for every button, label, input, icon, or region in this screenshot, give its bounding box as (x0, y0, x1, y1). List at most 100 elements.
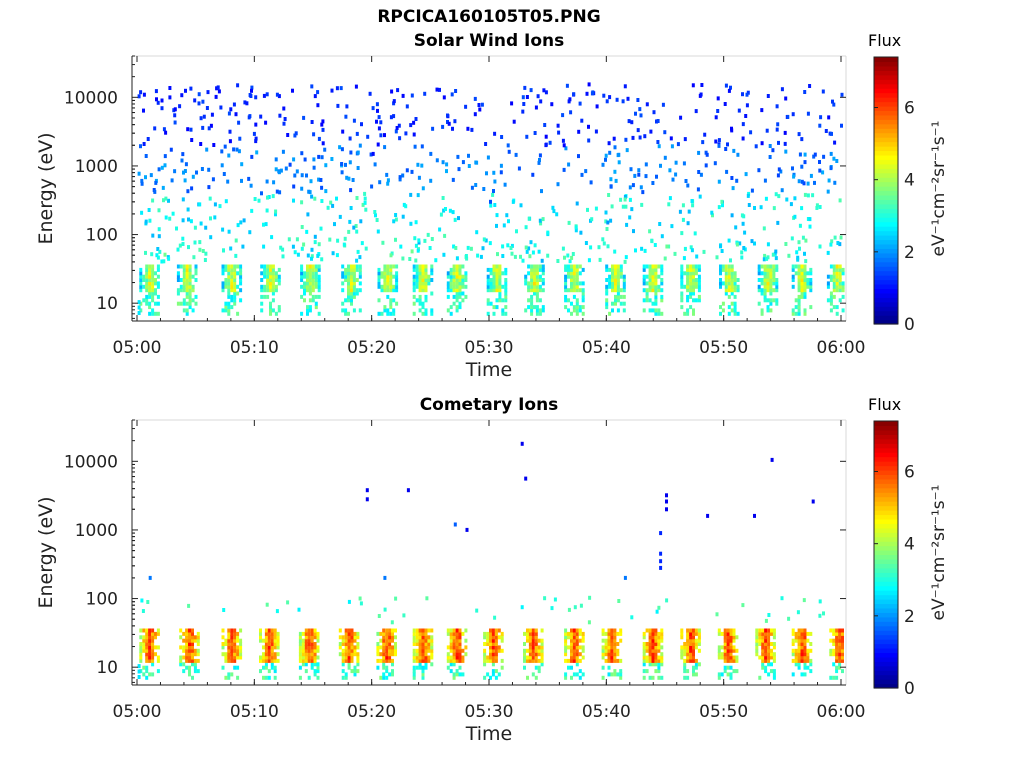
heatmap-cell (179, 655, 183, 660)
heatmap-cell (421, 628, 425, 633)
heatmap-cell (841, 308, 845, 313)
heatmap-cell (389, 253, 393, 258)
heatmap-cell (377, 311, 381, 316)
heatmap-cell (724, 83, 728, 88)
heatmap-cell (622, 274, 626, 279)
heatmap-cell (530, 301, 534, 306)
colorbar-segment (874, 630, 898, 636)
heatmap-cell (838, 242, 842, 247)
heatmap-cell (262, 652, 265, 657)
heatmap-cell (254, 136, 258, 141)
heatmap-cell (809, 288, 813, 293)
heatmap-cell (802, 181, 806, 186)
heatmap-cell (380, 311, 384, 316)
heatmap-cell (292, 184, 296, 189)
heatmap-cell (609, 184, 613, 189)
heatmap-cell (448, 208, 452, 213)
colorbar-segment (874, 199, 898, 205)
heatmap-cell (604, 219, 608, 224)
heatmap-cell (535, 267, 539, 272)
heatmap-cell (719, 264, 722, 269)
heatmap-cell (654, 648, 658, 653)
heatmap-cell (224, 308, 228, 313)
heatmap-cell (797, 655, 801, 660)
heatmap-cell (578, 652, 582, 657)
heatmap-cell (541, 278, 545, 282)
heatmap-cell (408, 257, 412, 261)
heatmap-cell (726, 672, 730, 677)
heatmap-cell (832, 284, 836, 289)
heatmap-cell (377, 115, 381, 120)
heatmap-cell (800, 264, 804, 269)
heatmap-cell (144, 175, 147, 180)
heatmap-cell (195, 170, 198, 175)
heatmap-cell (610, 645, 614, 650)
heatmap-cell (721, 301, 725, 306)
heatmap-cell (145, 281, 149, 286)
heatmap-cell (570, 635, 573, 640)
heatmap-cell (581, 298, 585, 303)
heatmap-cell (504, 298, 508, 303)
heatmap-cell (796, 257, 800, 262)
heatmap-cell (392, 99, 396, 104)
heatmap-cell (237, 149, 241, 154)
heatmap-cell (792, 174, 796, 179)
heatmap-cell (492, 189, 495, 193)
heatmap-cell (410, 93, 414, 98)
heatmap-cell (435, 158, 439, 163)
heatmap-cell (347, 635, 351, 640)
heatmap-cell (389, 288, 393, 293)
heatmap-cell (308, 278, 312, 282)
heatmap-cell (269, 267, 272, 272)
heatmap-cell (730, 291, 734, 296)
heatmap-cell (455, 271, 459, 276)
heatmap-cell (151, 638, 155, 643)
heatmap-cell (412, 635, 416, 640)
heatmap-cell (233, 645, 237, 650)
heatmap-cell (145, 638, 149, 643)
heatmap-cell (791, 278, 795, 282)
heatmap-cell (338, 214, 342, 219)
heatmap-cell (182, 648, 186, 653)
heatmap-cell (524, 281, 528, 286)
heatmap-cell (826, 298, 830, 303)
heatmap-cell (185, 631, 189, 636)
heatmap-cell (180, 158, 184, 163)
heatmap-cell (271, 288, 275, 293)
heatmap-cell (461, 298, 465, 303)
heatmap-cell (774, 249, 778, 254)
heatmap-cell (142, 284, 146, 289)
heatmap-cell (501, 254, 505, 258)
heatmap-cell (591, 90, 595, 95)
heatmap-cell (139, 278, 143, 282)
heatmap-cell (151, 233, 155, 238)
heatmap-cell (250, 208, 254, 213)
colorbar-segment (874, 279, 898, 285)
heatmap-cell (404, 131, 408, 136)
heatmap-cell (765, 128, 769, 133)
heatmap-cell (352, 274, 356, 279)
heatmap-cell (412, 658, 416, 663)
heatmap-cell (519, 203, 523, 208)
heatmap-cell (156, 284, 160, 289)
heatmap-cell (528, 638, 532, 643)
heatmap-cell (148, 267, 152, 272)
heatmap-cell (320, 257, 324, 262)
heatmap-cell (162, 127, 166, 132)
heatmap-cell (421, 264, 425, 269)
heatmap-cell (797, 631, 801, 636)
heatmap-cell (614, 298, 617, 303)
heatmap-cell (269, 271, 272, 276)
heatmap-cell (185, 648, 189, 653)
heatmap-cell (233, 267, 237, 272)
heatmap-cell (614, 281, 617, 286)
heatmap-cell (358, 143, 362, 148)
solar-wind-panel: 05:00 05:10 05:20 05:30 05:40 05:50 06:0010100… (35, 55, 949, 381)
heatmap-cell (185, 311, 189, 316)
heatmap-cell (185, 267, 189, 272)
heatmap-cell (350, 655, 354, 660)
heatmap-cell (458, 281, 462, 286)
heatmap-cell (680, 274, 684, 279)
heatmap-cell (415, 281, 419, 286)
heatmap-cell (376, 108, 379, 113)
